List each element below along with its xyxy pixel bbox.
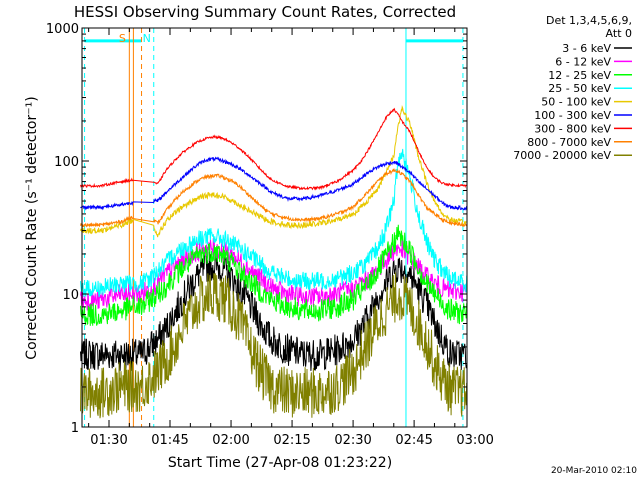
plot-frame (81, 27, 468, 428)
x-tick-label: 02:15 (273, 433, 310, 448)
x-tick-label: 02:45 (395, 433, 432, 448)
legend-label: 12 - 25 keV (548, 69, 611, 82)
x-tick-label: 02:30 (334, 433, 371, 448)
legend-label: 50 - 100 keV (541, 96, 611, 109)
legend-label: 800 - 7000 keV (527, 136, 611, 149)
x-axis-label: Start Time (27-Apr-08 01:23:22) (168, 455, 392, 471)
series-line (80, 105, 467, 238)
x-tick-label: 01:30 (90, 433, 127, 448)
x-tick-label: 01:45 (151, 433, 188, 448)
legend-label: 7000 - 20000 keV (513, 149, 611, 162)
y-tick-label: 1000 (46, 22, 79, 37)
series-line (80, 251, 468, 371)
y-tick-label: 100 (54, 155, 79, 170)
y-tick-label: 10 (62, 288, 79, 303)
legend-label: 6 - 12 keV (555, 55, 611, 68)
series-line (80, 272, 468, 419)
y-axis: 1 10 100 1000 (46, 22, 467, 436)
legend-label: 3 - 6 keV (562, 42, 611, 55)
series-line (80, 156, 468, 211)
y-tick-label: 1 (71, 421, 79, 436)
series-line (80, 168, 468, 229)
legend-label: 100 - 300 keV (534, 109, 611, 122)
series-line (80, 148, 468, 298)
y-axis-label: Corrected Count Rate (s⁻¹ detector⁻¹) (24, 96, 40, 359)
x-tick-label: 03:00 (456, 433, 493, 448)
series-line (80, 107, 468, 191)
chart-title: HESSI Observing Summary Count Rates, Cor… (74, 3, 456, 21)
x-axis: 01:30 01:45 02:00 02:15 02:30 02:45 03:00 (88, 28, 494, 448)
timestamp: 20-Mar-2010 02:10 (551, 466, 637, 476)
legend-header-2: Att 0 (606, 27, 632, 40)
series-line (80, 224, 468, 326)
annotation-label: S (119, 32, 126, 45)
legend-label: 300 - 800 keV (534, 122, 611, 135)
annotation-label: N (143, 32, 151, 45)
legend-label: 25 - 50 keV (548, 82, 611, 95)
x-tick-label: 02:00 (212, 433, 249, 448)
series-line (80, 238, 468, 311)
legend-header-1: Det 1,3,4,5,6,9, (546, 14, 632, 27)
